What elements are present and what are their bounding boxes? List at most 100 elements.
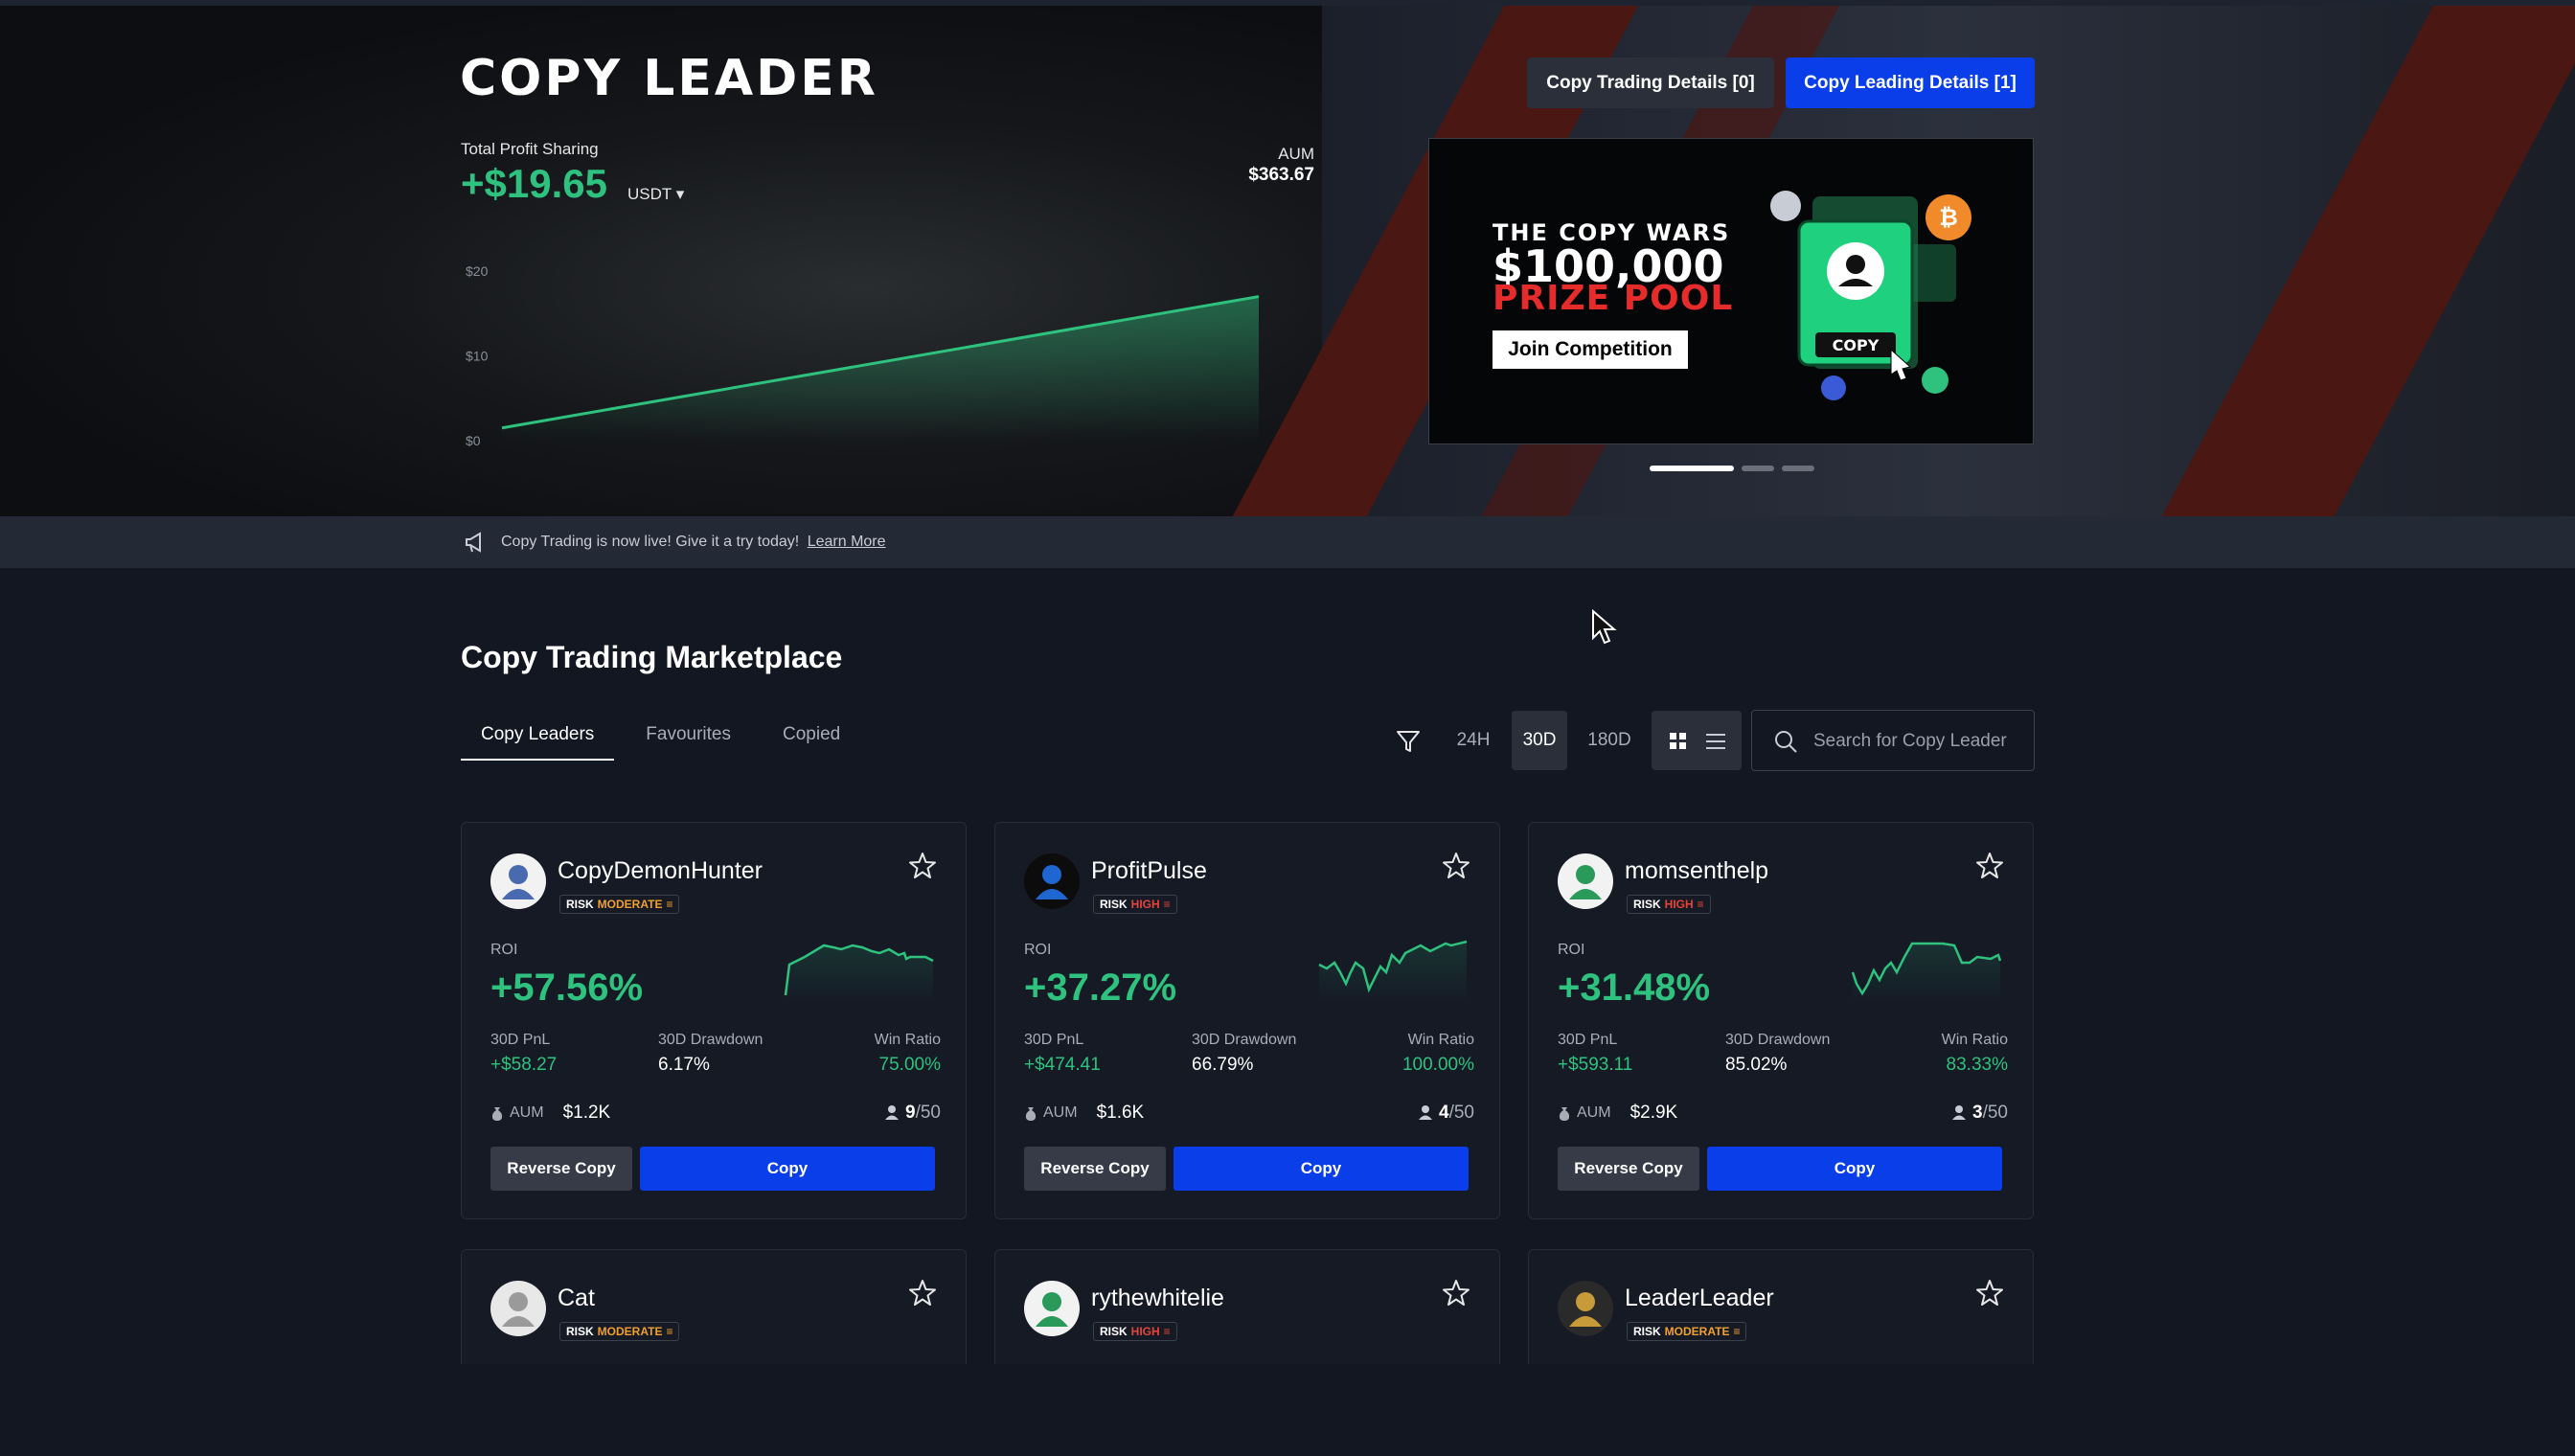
- grid-view-icon[interactable]: [1669, 732, 1688, 751]
- mouse-cursor-icon: [1592, 609, 1617, 645]
- avatar[interactable]: [1024, 1281, 1080, 1336]
- tab-copied[interactable]: Copied: [783, 724, 841, 744]
- search-icon: [1775, 731, 1797, 753]
- favourite-star-icon[interactable]: [908, 852, 937, 880]
- currency-dropdown[interactable]: USDT ▾: [627, 185, 685, 203]
- avatar[interactable]: [1558, 1281, 1613, 1336]
- favourite-star-icon[interactable]: [908, 1279, 937, 1308]
- page-title: COPY LEADER: [460, 50, 878, 107]
- copy-button[interactable]: Copy: [1174, 1147, 1469, 1191]
- leader-name[interactable]: momsenthelp: [1625, 857, 1769, 884]
- followers-count: 9/50: [864, 1103, 941, 1124]
- reverse-copy-button[interactable]: Reverse Copy: [1558, 1147, 1699, 1191]
- ethereum-icon: [1770, 191, 1801, 221]
- tab-favourites[interactable]: Favourites: [646, 724, 731, 744]
- period-180d[interactable]: 180D: [1587, 730, 1631, 750]
- leader-card[interactable]: CopyDemonHunter RISK MODERATE ≡ ROI +57.5…: [461, 822, 967, 1219]
- leader-name[interactable]: rythewhitelie: [1091, 1285, 1224, 1311]
- aum-label: AUM: [1043, 1104, 1078, 1121]
- card-aum: AUM $2.9K: [1558, 1103, 1677, 1124]
- drawdown-label: 30D Drawdown: [658, 1032, 763, 1048]
- avatar[interactable]: [1558, 853, 1613, 909]
- followers-current: 9: [905, 1103, 916, 1123]
- aum-value: $363.67: [1248, 165, 1314, 185]
- marketplace-title: Copy Trading Marketplace: [461, 640, 843, 674]
- hero-section: COPY LEADER Total Profit Sharing +$19.65…: [0, 0, 2575, 516]
- leader-name[interactable]: ProfitPulse: [1091, 857, 1207, 884]
- followers-max: /50: [915, 1103, 941, 1123]
- copy-button[interactable]: Copy: [1707, 1147, 2002, 1191]
- avatar[interactable]: [490, 1281, 546, 1336]
- pnl-value: +$58.27: [490, 1055, 558, 1075]
- leader-card[interactable]: momsenthelp RISK HIGH ≡ ROI +31.48% 30D P…: [1528, 822, 2034, 1219]
- copy-trading-details-button[interactable]: Copy Trading Details [0]: [1527, 57, 1774, 108]
- avatar[interactable]: [490, 853, 546, 909]
- period-30d[interactable]: 30D: [1512, 711, 1567, 770]
- total-profit-label: Total Profit Sharing: [461, 140, 599, 158]
- avatar[interactable]: [1024, 853, 1080, 909]
- followers-max: /50: [1982, 1103, 2008, 1123]
- risk-level: HIGH: [1130, 898, 1160, 911]
- banner-prize-pool: PRIZE POOL: [1493, 279, 1734, 318]
- pnl-label: 30D PnL: [490, 1032, 551, 1048]
- risk-label: RISK: [1633, 1325, 1661, 1338]
- leader-name[interactable]: LeaderLeader: [1625, 1285, 1774, 1311]
- reverse-copy-button[interactable]: Reverse Copy: [490, 1147, 632, 1191]
- search-input[interactable]: Search for Copy Leader: [1751, 710, 2035, 771]
- tab-copy-leaders[interactable]: Copy Leaders: [461, 711, 615, 761]
- svg-text:₿: ₿: [1939, 204, 1958, 231]
- win-ratio-label: Win Ratio: [874, 1032, 941, 1048]
- drawdown-label: 30D Drawdown: [1725, 1032, 1831, 1048]
- filter-icon[interactable]: [1395, 728, 1422, 755]
- followers-count: 3/50: [1931, 1103, 2008, 1124]
- tether-icon: [1922, 367, 1948, 394]
- period-24h[interactable]: 24H: [1456, 730, 1491, 750]
- user-icon: [1952, 1105, 1966, 1120]
- banner-dot[interactable]: [1782, 466, 1814, 471]
- learn-more-link[interactable]: Learn More: [807, 534, 886, 550]
- risk-level: HIGH: [1664, 898, 1694, 911]
- leader-card[interactable]: ProfitPulse RISK HIGH ≡ ROI +37.27% 30D P…: [994, 822, 1500, 1219]
- copy-leading-details-button[interactable]: Copy Leading Details [1]: [1786, 57, 2035, 108]
- risk-badge: RISK HIGH ≡: [1093, 895, 1177, 914]
- leader-card[interactable]: LeaderLeader RISK MODERATE ≡: [1528, 1249, 2034, 1364]
- list-view-icon[interactable]: [1705, 732, 1726, 751]
- risk-label: RISK: [566, 1325, 594, 1338]
- risk-label: RISK: [1633, 898, 1661, 911]
- join-competition-button[interactable]: Join Competition: [1493, 330, 1688, 369]
- win-ratio-value: 100.00%: [1401, 1055, 1474, 1075]
- pnl-label: 30D PnL: [1558, 1032, 1618, 1048]
- money-bag-icon: [491, 1107, 503, 1121]
- banner-pagination: [1650, 466, 1814, 471]
- y-tick-label: $0: [466, 433, 481, 448]
- promo-banner[interactable]: THE COPY WARS $100,000 PRIZE POOL Join C…: [1428, 138, 2034, 444]
- bitcoin-icon: [1926, 194, 1971, 240]
- favourite-star-icon[interactable]: [1442, 1279, 1470, 1308]
- roi-value: +31.48%: [1558, 967, 1711, 1009]
- favourite-star-icon[interactable]: [1975, 1279, 2004, 1308]
- favourite-star-icon[interactable]: [1442, 852, 1470, 880]
- risk-label: RISK: [566, 898, 594, 911]
- risk-badge: RISK MODERATE ≡: [559, 895, 680, 914]
- user-icon: [885, 1105, 899, 1120]
- leader-card[interactable]: rythewhitelie RISK HIGH ≡: [994, 1249, 1500, 1364]
- leader-name[interactable]: CopyDemonHunter: [558, 857, 763, 884]
- leader-name[interactable]: Cat: [558, 1285, 595, 1311]
- drawdown-value: 6.17%: [658, 1055, 710, 1075]
- reverse-copy-button[interactable]: Reverse Copy: [1024, 1147, 1166, 1191]
- aum-value: $1.6K: [1096, 1103, 1145, 1123]
- y-tick-label: $20: [466, 263, 489, 279]
- copy-button[interactable]: Copy: [640, 1147, 935, 1191]
- profit-line: [501, 295, 1260, 430]
- leader-card[interactable]: Cat RISK MODERATE ≡: [461, 1249, 967, 1364]
- risk-badge: RISK HIGH ≡: [1093, 1322, 1177, 1341]
- win-ratio-label: Win Ratio: [1941, 1032, 2008, 1048]
- user-icon: [1419, 1105, 1432, 1120]
- followers-current: 4: [1439, 1103, 1449, 1123]
- litecoin-icon: [1821, 375, 1846, 400]
- risk-level: MODERATE: [597, 898, 663, 911]
- banner-dot[interactable]: [1742, 466, 1774, 471]
- banner-dot[interactable]: [1650, 466, 1734, 471]
- money-bag-icon: [1559, 1107, 1570, 1121]
- favourite-star-icon[interactable]: [1975, 852, 2004, 880]
